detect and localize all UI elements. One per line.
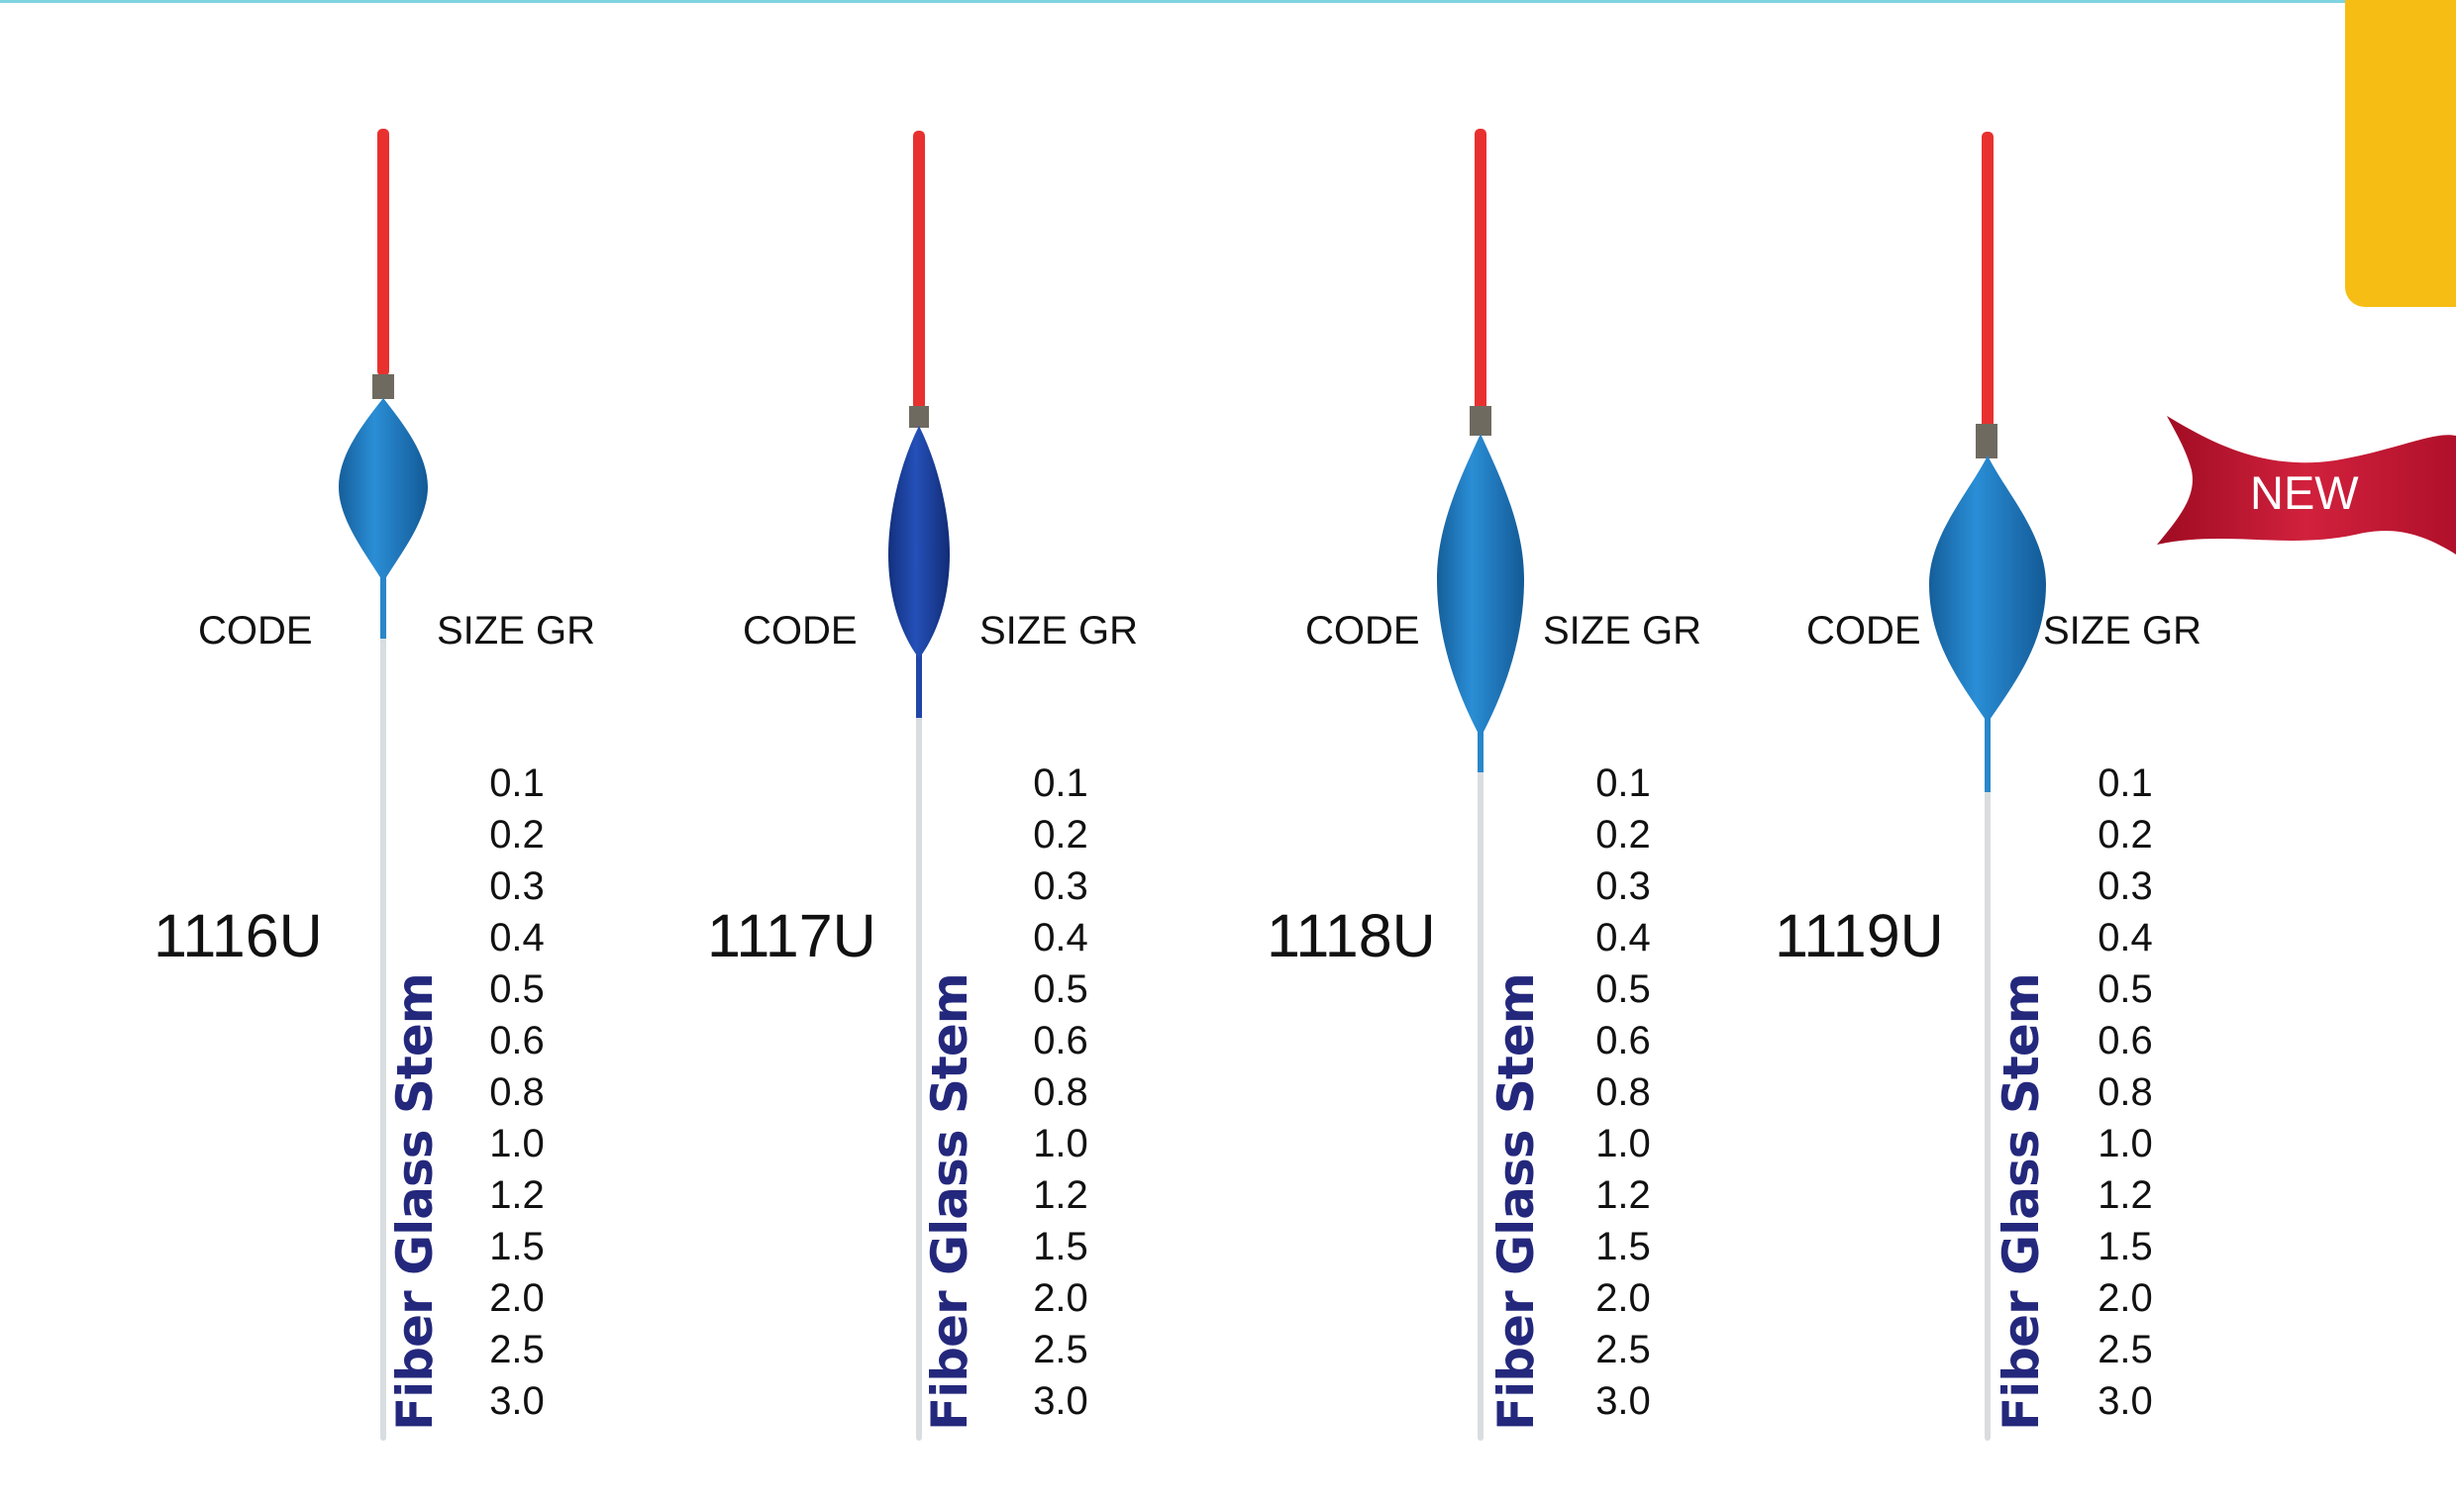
size-item: 0.6	[1595, 1019, 1651, 1062]
corner-accent-tab	[2345, 0, 2456, 307]
size-item: 1.5	[2098, 1225, 2153, 1268]
size-item: 0.2	[489, 813, 545, 857]
float-image-1116u	[339, 129, 428, 1441]
product-code: 1118U	[1267, 902, 1436, 969]
size-list: 0.1 0.2 0.3 0.4 0.5 0.6 0.8 1.0 1.2 1.5 …	[458, 757, 576, 1427]
size-header: SIZE GR	[1543, 609, 1702, 653]
size-header: SIZE GR	[2043, 609, 2202, 653]
size-item: 3.0	[1033, 1379, 1088, 1423]
float-image-1117u	[888, 131, 950, 1441]
code-header: CODE	[1806, 609, 1921, 653]
size-item: 2.0	[2098, 1276, 2153, 1320]
size-item: 0.8	[1033, 1070, 1088, 1114]
size-list: 0.1 0.2 0.3 0.4 0.5 0.6 0.8 1.0 1.2 1.5 …	[2066, 757, 2185, 1427]
size-item: 1.5	[1033, 1225, 1088, 1268]
size-item: 2.0	[1595, 1276, 1651, 1320]
size-list: 0.1 0.2 0.3 0.4 0.5 0.6 0.8 1.0 1.2 1.5 …	[1001, 757, 1120, 1427]
size-item: 0.4	[489, 916, 545, 959]
size-item: 1.5	[489, 1225, 545, 1268]
size-item: 0.3	[1033, 864, 1088, 908]
stem-material-label: Fiber Glass Stem	[386, 973, 444, 1431]
size-item: 0.2	[1033, 813, 1088, 857]
size-item: 1.2	[2098, 1173, 2153, 1217]
size-item: 0.6	[2098, 1019, 2153, 1062]
product-code: 1117U	[707, 902, 876, 969]
float-image-1119u	[1929, 132, 2046, 1441]
size-item: 1.2	[1595, 1173, 1651, 1217]
size-item: 0.8	[1595, 1070, 1651, 1114]
product-1117u: CODE SIZE GR 1117U Fiber Glass Stem 0.1 …	[662, 0, 1216, 1512]
size-item: 0.8	[489, 1070, 545, 1114]
size-item: 0.1	[1033, 761, 1088, 805]
size-item: 2.5	[1595, 1328, 1651, 1371]
product-1118u: CODE SIZE GR 1118U Fiber Glass Stem 0.1 …	[1224, 0, 1779, 1512]
product-code: 1116U	[154, 902, 323, 969]
size-item: 0.3	[1595, 864, 1651, 908]
size-item: 1.2	[1033, 1173, 1088, 1217]
size-item: 2.5	[1033, 1328, 1088, 1371]
size-item: 2.5	[2098, 1328, 2153, 1371]
stem-material-label: Fiber Glass Stem	[1487, 973, 1545, 1431]
top-accent-line	[0, 0, 2456, 3]
size-item: 0.3	[489, 864, 545, 908]
stem-material-label: Fiber Glass Stem	[1993, 973, 2050, 1431]
size-item: 0.3	[2098, 864, 2153, 908]
size-item: 2.0	[1033, 1276, 1088, 1320]
size-item: 0.4	[1033, 916, 1088, 959]
size-item: 2.5	[489, 1328, 545, 1371]
size-item: 1.0	[2098, 1122, 2153, 1165]
size-item: 3.0	[2098, 1379, 2153, 1423]
size-item: 1.5	[1595, 1225, 1651, 1268]
size-item: 3.0	[1595, 1379, 1651, 1423]
size-item: 0.5	[1595, 967, 1651, 1011]
product-code: 1119U	[1775, 902, 1944, 969]
size-header: SIZE GR	[437, 609, 596, 653]
size-item: 0.1	[2098, 761, 2153, 805]
code-header: CODE	[1305, 609, 1420, 653]
size-item: 0.2	[2098, 813, 2153, 857]
size-item: 3.0	[489, 1379, 545, 1423]
size-item: 0.5	[2098, 967, 2153, 1011]
size-item: 0.2	[1595, 813, 1651, 857]
size-item: 2.0	[489, 1276, 545, 1320]
code-header: CODE	[743, 609, 858, 653]
size-item: 0.6	[489, 1019, 545, 1062]
new-badge-label: NEW	[2250, 466, 2359, 519]
size-item: 1.0	[1595, 1122, 1651, 1165]
product-1119u: CODE SIZE GR 1119U Fiber Glass Stem 0.1 …	[1733, 0, 2288, 1512]
new-ribbon	[2157, 416, 2456, 554]
float-image-1118u	[1437, 129, 1524, 1441]
size-item: 0.1	[489, 761, 545, 805]
product-1116u: CODE SIZE GR 1116U Fiber Glass Stem 0.1 …	[129, 0, 683, 1512]
size-item: 0.5	[1033, 967, 1088, 1011]
size-item: 0.8	[2098, 1070, 2153, 1114]
code-header: CODE	[198, 609, 313, 653]
size-header: SIZE GR	[979, 609, 1139, 653]
stem-material-label: Fiber Glass Stem	[921, 973, 978, 1431]
size-item: 1.0	[1033, 1122, 1088, 1165]
size-item: 1.2	[489, 1173, 545, 1217]
size-list: 0.1 0.2 0.3 0.4 0.5 0.6 0.8 1.0 1.2 1.5 …	[1564, 757, 1683, 1427]
size-item: 0.1	[1595, 761, 1651, 805]
size-item: 0.4	[2098, 916, 2153, 959]
size-item: 1.0	[489, 1122, 545, 1165]
size-item: 0.6	[1033, 1019, 1088, 1062]
size-item: 0.5	[489, 967, 545, 1011]
size-item: 0.4	[1595, 916, 1651, 959]
